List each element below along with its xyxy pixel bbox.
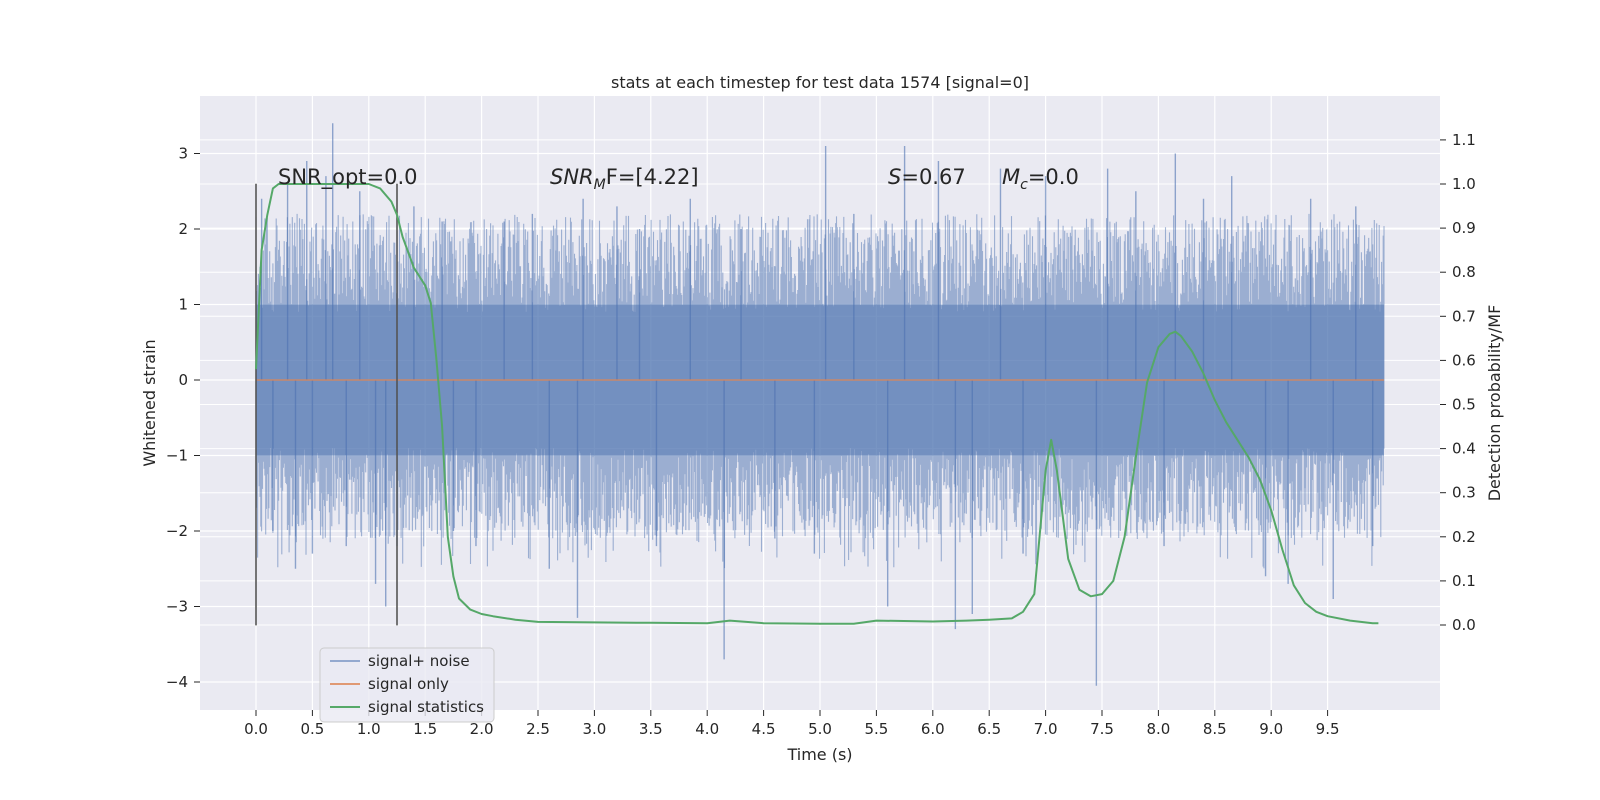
y2-tick-label: 0.4 (1452, 440, 1476, 458)
annotation-snr-opt: SNR_opt=0.0 (278, 165, 418, 190)
x-tick-label: 7.0 (1034, 720, 1058, 738)
legend-label-signal-statistics: signal statistics (368, 698, 484, 716)
x-tick-label: 0.0 (244, 720, 268, 738)
vertical-markers (255, 183, 398, 626)
y2-tick-label: 0.6 (1452, 351, 1476, 369)
x-tick-label: 5.0 (808, 720, 832, 738)
x-tick-label: 9.0 (1259, 720, 1283, 738)
s-label: S (888, 165, 901, 189)
y2-tick-label: 0.3 (1452, 484, 1476, 502)
y2-tick-label: 0.9 (1452, 219, 1476, 237)
x-tick-label: 1.0 (357, 720, 381, 738)
y2-tick-label: 1.1 (1452, 131, 1476, 149)
signal-statistics-line (255, 183, 1379, 625)
annotation-s: S=0.67 (888, 165, 966, 189)
y-tick-label: −1 (166, 447, 188, 465)
y2-tick-label: 1.0 (1452, 175, 1476, 193)
snr-mf-subscript: M (594, 177, 606, 193)
x-tick-label: 6.5 (977, 720, 1001, 738)
y2-tick-label: 0.8 (1452, 263, 1476, 281)
y2-tick-label: 0.0 (1452, 616, 1476, 634)
x-tick-label: 8.0 (1146, 720, 1170, 738)
y2-axis-label: Detection probability/MF (1485, 305, 1504, 502)
y-tick-label: −2 (166, 522, 188, 540)
signal-statistics-series (255, 183, 1379, 625)
legend: signal+ noise signal only signal statist… (319, 647, 495, 723)
y-tick-label: 3 (178, 145, 188, 163)
y-tick-label: −4 (166, 673, 188, 691)
x-tick-label: 3.5 (639, 720, 663, 738)
x-tick-label: 5.5 (864, 720, 888, 738)
y2-axis: 0.0 0.1 0.2 0.3 0.4 0.5 0.6 0.7 0.8 0.9 1.0 1.1 (1440, 131, 1476, 634)
x-tick-label: 2.0 (470, 720, 494, 738)
x-tick-label: 1.5 (413, 720, 437, 738)
y-tick-label: 2 (178, 220, 188, 238)
annotation-mc: Mc=0.0 (1002, 165, 1079, 193)
legend-label-signal-noise: signal+ noise (368, 652, 470, 670)
snr-mf-rest: F=[4.22] (606, 165, 699, 189)
y-axis: −4 −3 −2 −1 0 1 2 3 (166, 145, 200, 691)
legend-box (319, 647, 495, 723)
mc-value: =0.0 (1028, 165, 1079, 189)
x-tick-label: 6.0 (921, 720, 945, 738)
x-axis: 0.0 0.5 1.0 1.5 2.0 2.5 3.0 3.5 4.0 4.5 5.0 5.5 6.0 6… (244, 710, 1340, 738)
x-tick-label: 0.5 (300, 720, 324, 738)
annotation-snr-mf: SNRMF=[4.22] (550, 165, 699, 193)
mc-subscript: c (1020, 177, 1028, 193)
snr-mf-prefix: SNR (550, 165, 594, 189)
y2-tick-label: 0.1 (1452, 572, 1476, 590)
x-tick-label: 3.0 (582, 720, 606, 738)
y-axis-label: Whitened strain (140, 339, 159, 466)
x-tick-label: 7.5 (1090, 720, 1114, 738)
y2-tick-label: 0.5 (1452, 396, 1476, 414)
y2-tick-label: 0.7 (1452, 307, 1476, 325)
y-tick-label: −3 (166, 598, 188, 616)
s-value: =0.67 (901, 165, 965, 189)
x-tick-label: 9.5 (1316, 720, 1340, 738)
y2-tick-label: 0.2 (1452, 528, 1476, 546)
y-tick-label: 0 (178, 371, 188, 389)
mc-label: M (1002, 165, 1020, 189)
legend-label-signal-only: signal only (368, 675, 449, 693)
x-axis-label: Time (s) (786, 745, 852, 764)
x-tick-label: 4.0 (695, 720, 719, 738)
y-tick-label: 1 (178, 296, 188, 314)
x-tick-label: 4.5 (752, 720, 776, 738)
x-tick-label: 2.5 (526, 720, 550, 738)
chart-title: stats at each timestep for test data 157… (611, 73, 1029, 92)
x-tick-label: 8.5 (1203, 720, 1227, 738)
